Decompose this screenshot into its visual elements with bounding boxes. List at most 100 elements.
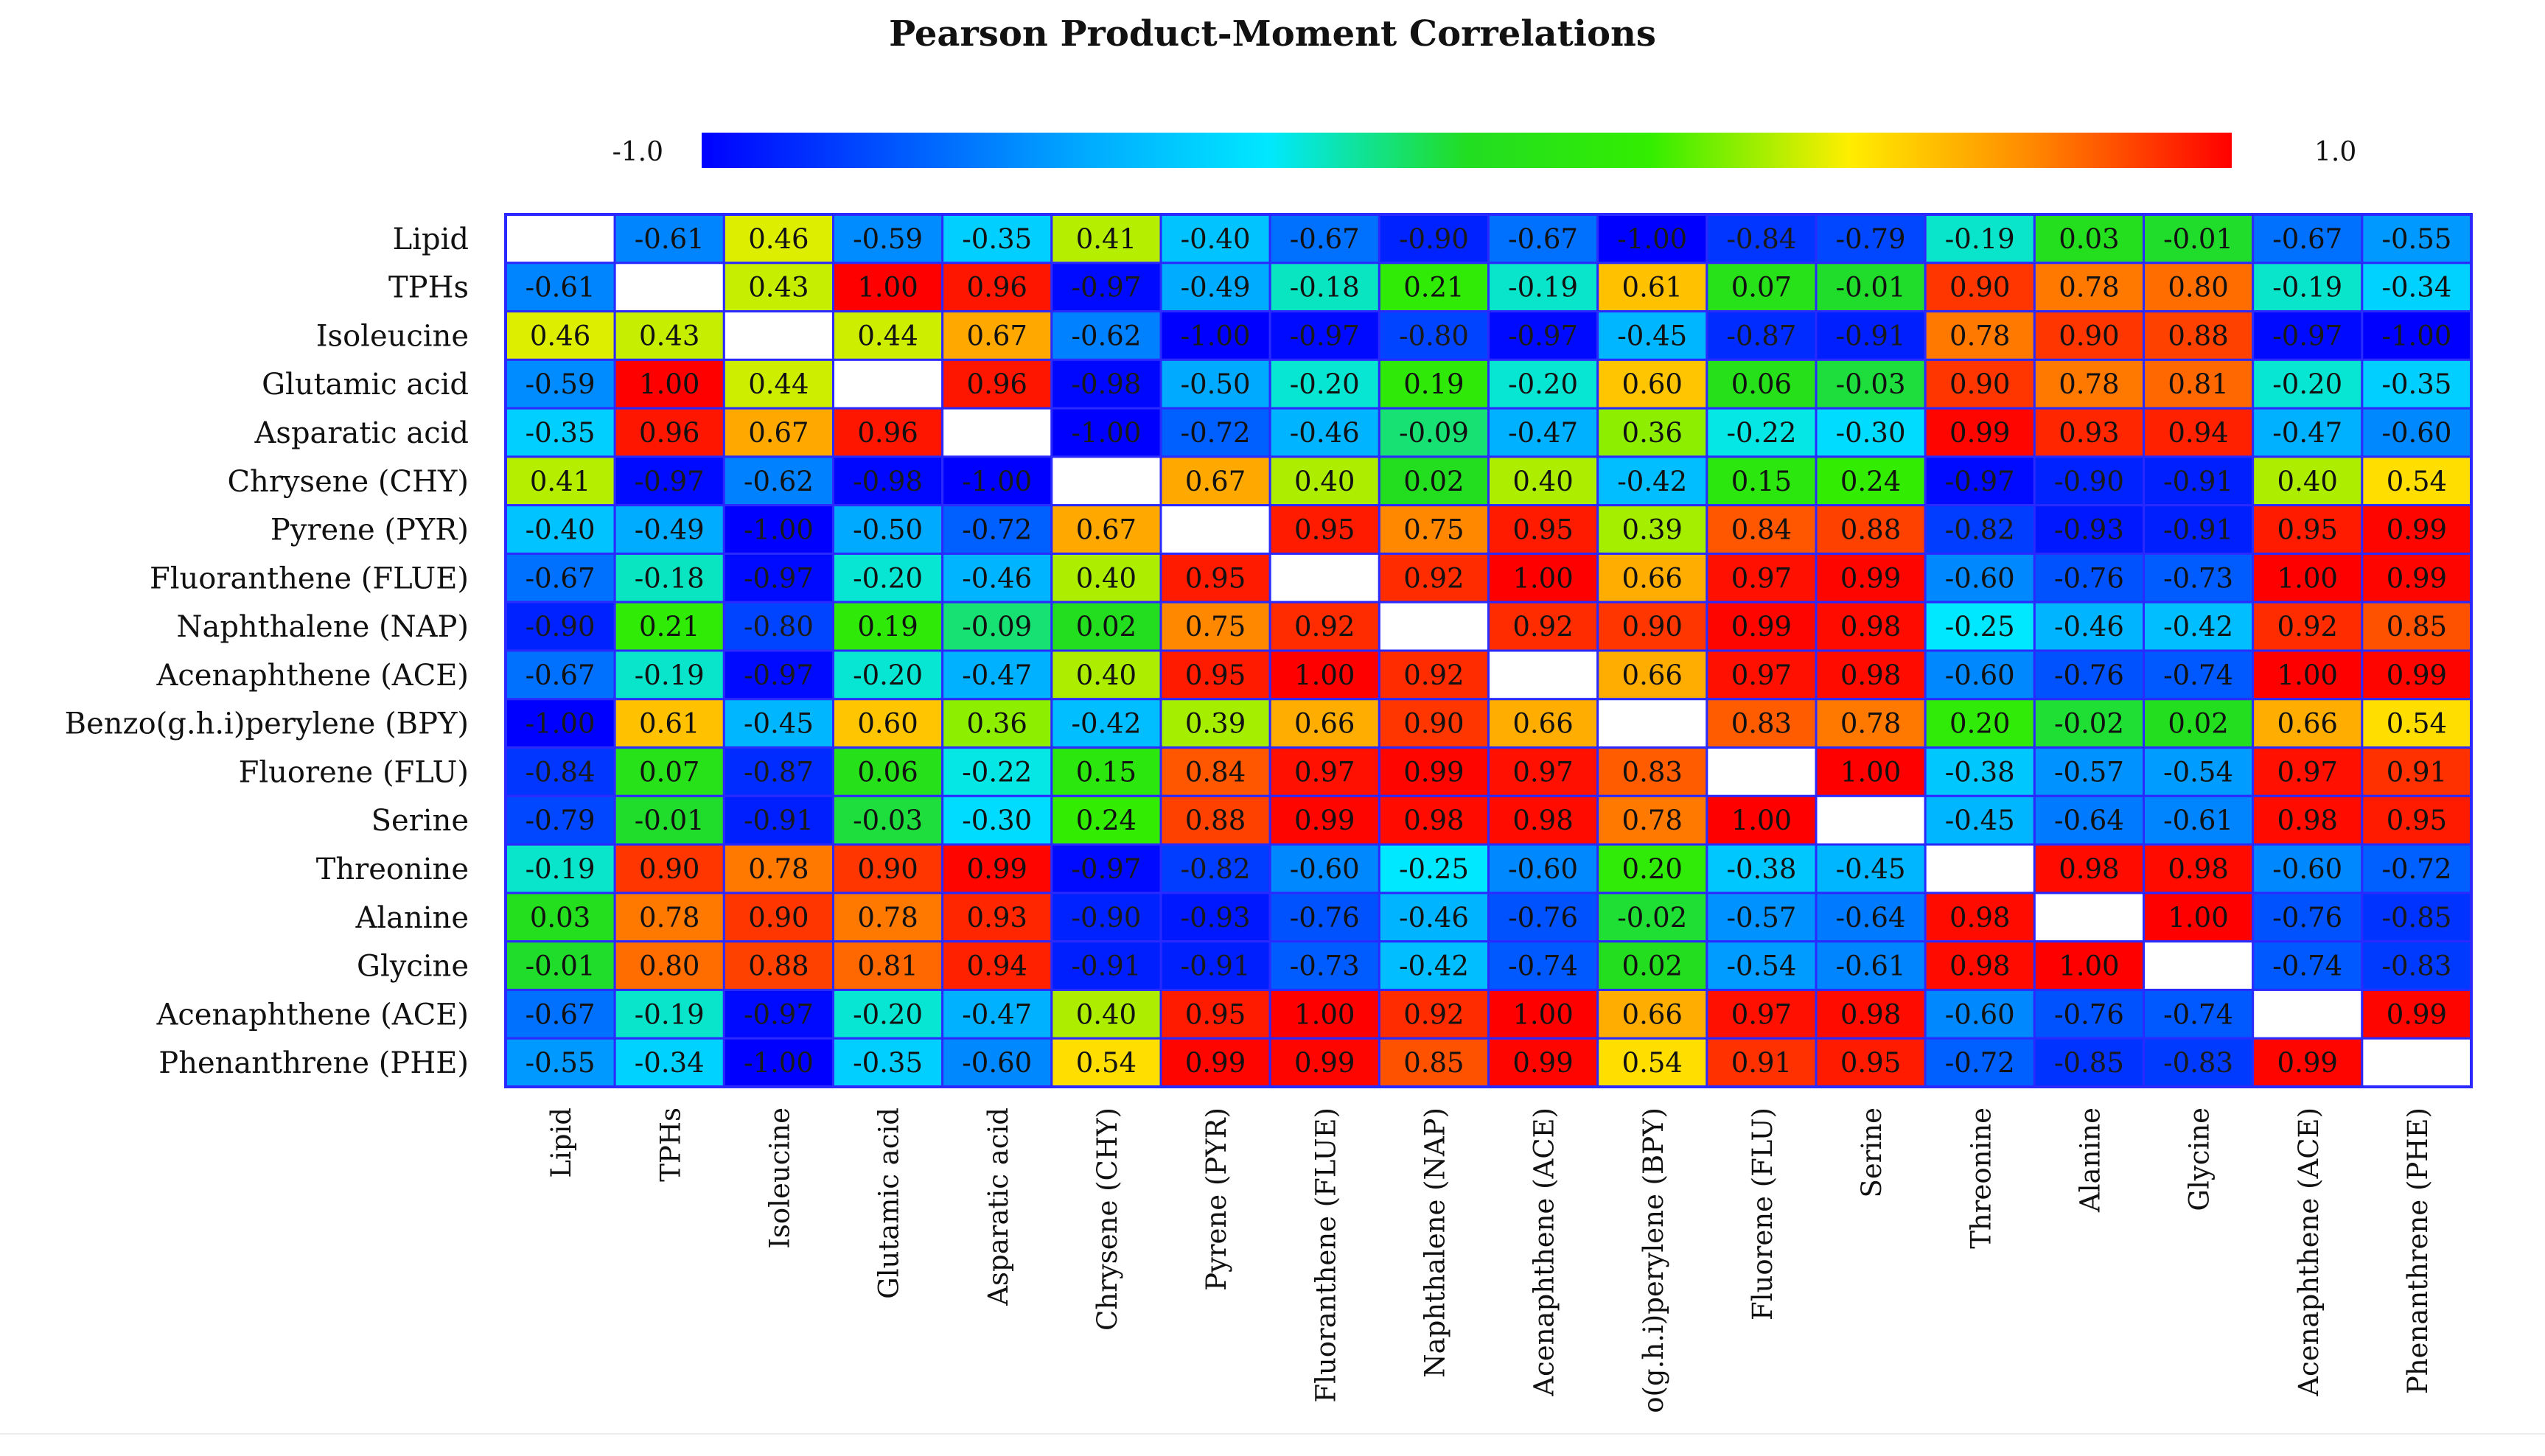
cell-value-label: -0.30	[962, 805, 1032, 836]
cell-value-label: 0.78	[2059, 368, 2119, 400]
cell-value-label: 0.61	[639, 708, 699, 740]
cell-value-label: 0.83	[1731, 708, 1792, 740]
cell-value-label: 0.78	[1840, 708, 1901, 740]
cell-value-label: -0.46	[1399, 902, 1469, 934]
cell-value-label: 0.19	[1403, 368, 1464, 400]
row-label: Naphthalene (NAP)	[176, 610, 469, 644]
heatmap-cell-empty	[2143, 940, 2255, 991]
cell-value-label: -1.00	[1071, 417, 1141, 449]
cell-value-label: 1.00	[639, 368, 699, 400]
cell-value-label: 0.19	[857, 611, 918, 643]
heatmap-cell	[1596, 940, 1708, 991]
cell-value-label: -0.19	[2272, 272, 2342, 304]
cell-value-label: 0.67	[1185, 466, 1246, 497]
cell-value-label: -0.09	[1399, 417, 1469, 449]
cell-value-label: -0.90	[1399, 223, 1469, 255]
cell-value-label: 0.91	[2387, 756, 2447, 788]
divider	[0, 1433, 2545, 1435]
cell-value-label: 0.88	[1185, 805, 1246, 836]
row-label: Fluoranthene (FLUE)	[150, 561, 469, 595]
cell-value-label: 0.99	[1403, 756, 1464, 788]
cell-value-label: 0.24	[1076, 805, 1137, 836]
cell-value-label: 0.66	[1622, 659, 1683, 691]
cell-value-label: -0.20	[853, 562, 923, 594]
cell-value-label: -0.01	[1836, 272, 1906, 304]
cell-value-label: -0.18	[635, 562, 705, 594]
heatmap-cell	[1050, 504, 1162, 555]
cell-value-label: 0.95	[2277, 514, 2338, 546]
heatmap-cell	[2143, 601, 2255, 652]
cell-value-label: -0.50	[1181, 368, 1251, 400]
cell-value-label: 0.85	[1403, 1047, 1464, 1079]
heatmap-cell	[1706, 892, 1818, 943]
cell-value-label: -0.72	[962, 514, 1032, 546]
cell-value-label: 0.99	[1294, 805, 1355, 836]
cell-value-label: 0.66	[1294, 708, 1355, 740]
heatmap-cell	[613, 892, 725, 943]
heatmap-cell	[941, 262, 1053, 313]
heatmap-cell	[2252, 455, 2364, 507]
cell-value-label: -0.62	[1071, 320, 1141, 351]
heatmap-cell	[1268, 455, 1380, 507]
heatmap-cell	[1924, 698, 2036, 749]
heatmap-cell	[1487, 213, 1599, 265]
heatmap-cell	[832, 698, 944, 749]
cell-value-label: 0.98	[2168, 853, 2228, 885]
heatmap-cell	[1159, 892, 1271, 943]
heatmap-cell	[1378, 940, 1490, 991]
cell-value-label: 0.98	[1840, 998, 1901, 1030]
cell-value-label: 0.96	[857, 417, 918, 449]
cell-value-label: 0.99	[1840, 562, 1901, 594]
cell-value-label: 0.97	[1731, 659, 1792, 691]
heatmap-cell	[1050, 310, 1162, 361]
heatmap-cell	[2361, 649, 2473, 701]
cell-value-label: 0.92	[1512, 611, 1573, 643]
heatmap-cell	[1268, 892, 1380, 943]
cell-value-label: -0.61	[526, 272, 596, 304]
cell-value-label: 0.78	[1949, 320, 2010, 351]
cell-value-label: -0.38	[1726, 853, 1796, 885]
heatmap-cell-empty	[2361, 1037, 2473, 1088]
heatmap-cell	[1924, 746, 2036, 797]
heatmap-cell	[2033, 940, 2145, 991]
row-label: Chrysene (CHY)	[227, 465, 469, 499]
cell-value-label: 0.92	[2277, 611, 2338, 643]
colorbar	[702, 133, 2232, 168]
heatmap-cell-empty	[1378, 601, 1490, 652]
heatmap-cell	[1050, 358, 1162, 410]
heatmap-cell	[1596, 310, 1708, 361]
cell-value-label: -0.67	[1508, 223, 1578, 255]
heatmap-cell	[1159, 649, 1271, 701]
cell-value-label: 0.78	[2059, 272, 2119, 304]
heatmap-cell	[613, 455, 725, 507]
cell-value-label: -0.60	[1290, 853, 1360, 885]
cell-value-label: -0.25	[1945, 611, 2015, 643]
heatmap-cell	[504, 601, 616, 652]
cell-value-label: -0.42	[1071, 708, 1141, 740]
cell-value-label: 1.00	[2059, 951, 2119, 982]
heatmap-cell-empty	[1596, 698, 1708, 749]
cell-value-label: -1.00	[2381, 320, 2451, 351]
cell-value-label: 0.07	[639, 756, 699, 788]
heatmap-cell	[941, 1037, 1053, 1088]
cell-value-label: -0.61	[635, 223, 705, 255]
cell-value-label: -0.84	[1726, 223, 1796, 255]
cell-value-label: 0.54	[1076, 1047, 1137, 1079]
row-label: TPHs	[388, 271, 469, 305]
heatmap-cell-empty	[2033, 892, 2145, 943]
heatmap-cell	[2361, 213, 2473, 265]
cell-value-label: 0.81	[2168, 368, 2228, 400]
column-label: Chrysene (CHY)	[1092, 1107, 1123, 1331]
cell-value-label: -0.72	[1945, 1047, 2015, 1079]
column-label: Acenaphthene (ACE)	[1529, 1107, 1560, 1397]
cell-value-label: -0.35	[853, 1047, 923, 1079]
cell-value-label: -0.90	[1071, 902, 1141, 934]
heatmap-cell	[1050, 1037, 1162, 1088]
cell-value-label: -0.85	[2054, 1047, 2124, 1079]
cell-value-label: -0.20	[2272, 368, 2342, 400]
heatmap-cell	[1050, 892, 1162, 943]
heatmap-cell	[2033, 552, 2145, 603]
cell-value-label: 0.95	[1185, 659, 1246, 691]
cell-value-label: -0.64	[1836, 902, 1906, 934]
column-label: TPHs	[654, 1107, 686, 1182]
